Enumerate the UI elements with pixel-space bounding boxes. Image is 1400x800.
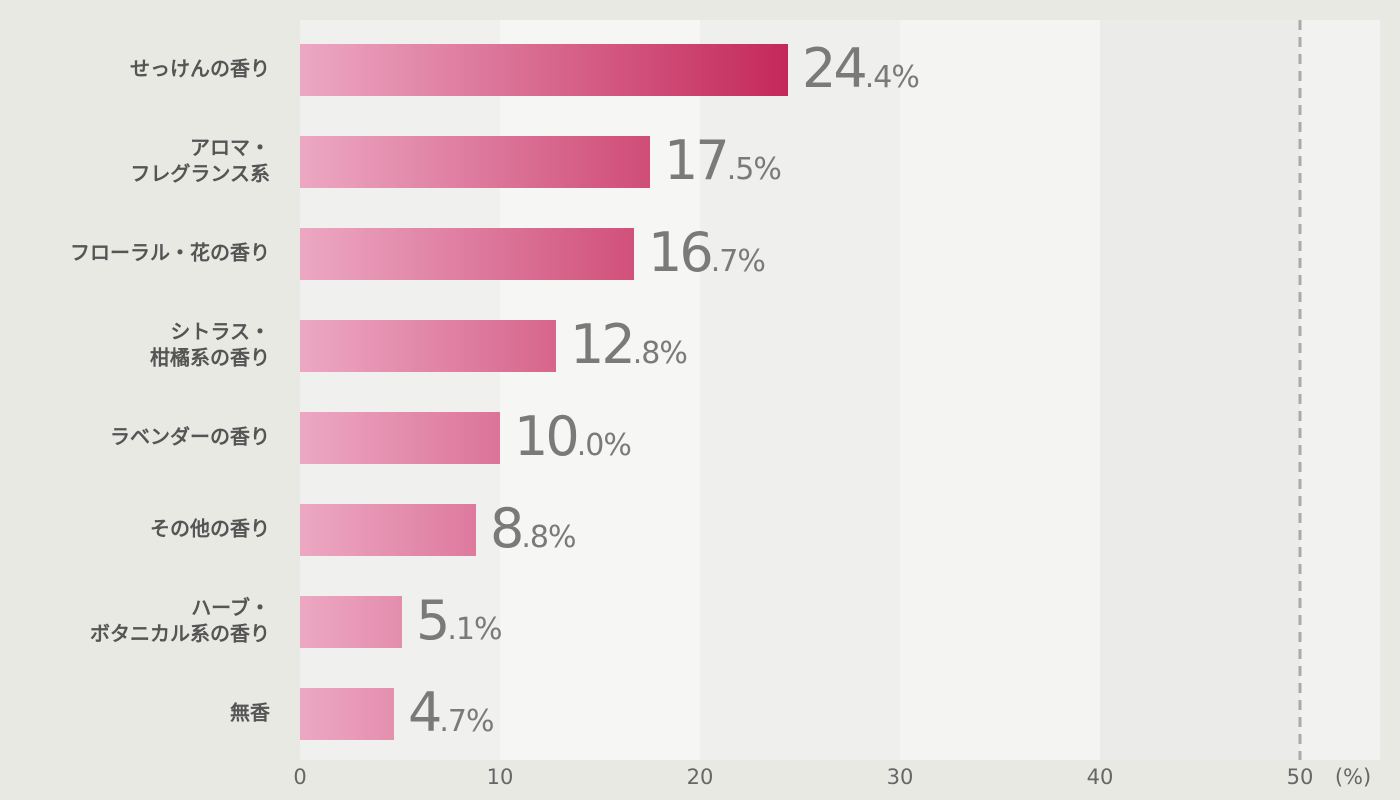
background-band: [1300, 20, 1380, 760]
value-label: 24.4%: [802, 37, 919, 100]
bar: [300, 136, 650, 188]
x-tick-label: 40: [1087, 765, 1114, 789]
x-tick-label: 50: [1287, 765, 1314, 789]
bar: [300, 44, 788, 96]
category-label: フレグランス系: [130, 162, 270, 186]
bar: [300, 320, 556, 372]
category-label: ハーブ・: [191, 596, 270, 620]
x-tick-label: 20: [687, 765, 714, 789]
category-label: せっけんの香り: [130, 57, 270, 81]
category-label: 無香: [230, 701, 271, 725]
background-band: [300, 20, 500, 760]
bar: [300, 596, 402, 648]
category-label: その他の香り: [150, 517, 270, 541]
x-tick-label: 10: [487, 765, 514, 789]
category-label: シトラス・: [170, 320, 270, 344]
value-label: 5.1%: [416, 589, 502, 652]
category-label: ラベンダーの香り: [110, 425, 270, 449]
category-label: フローラル・花の香り: [70, 241, 270, 265]
value-label: 16.7%: [648, 221, 765, 284]
value-label: 8.8%: [490, 497, 576, 560]
bar: [300, 228, 634, 280]
value-label: 12.8%: [570, 313, 687, 376]
value-label: 17.5%: [664, 129, 781, 192]
category-label: アロマ・: [190, 136, 270, 160]
bar: [300, 412, 500, 464]
background-band: [700, 20, 900, 760]
x-axis-unit: (%): [1335, 765, 1371, 789]
value-label: 4.7%: [408, 681, 494, 744]
category-label: 柑橘系の香り: [150, 346, 270, 370]
category-label: ボタニカル系の香り: [90, 622, 270, 646]
bar: [300, 504, 476, 556]
bar: [300, 688, 394, 740]
background-band: [1100, 20, 1300, 760]
x-tick-label: 30: [887, 765, 914, 789]
background-band: [900, 20, 1100, 760]
x-tick-label: 0: [293, 765, 306, 789]
value-label: 10.0%: [514, 405, 631, 468]
